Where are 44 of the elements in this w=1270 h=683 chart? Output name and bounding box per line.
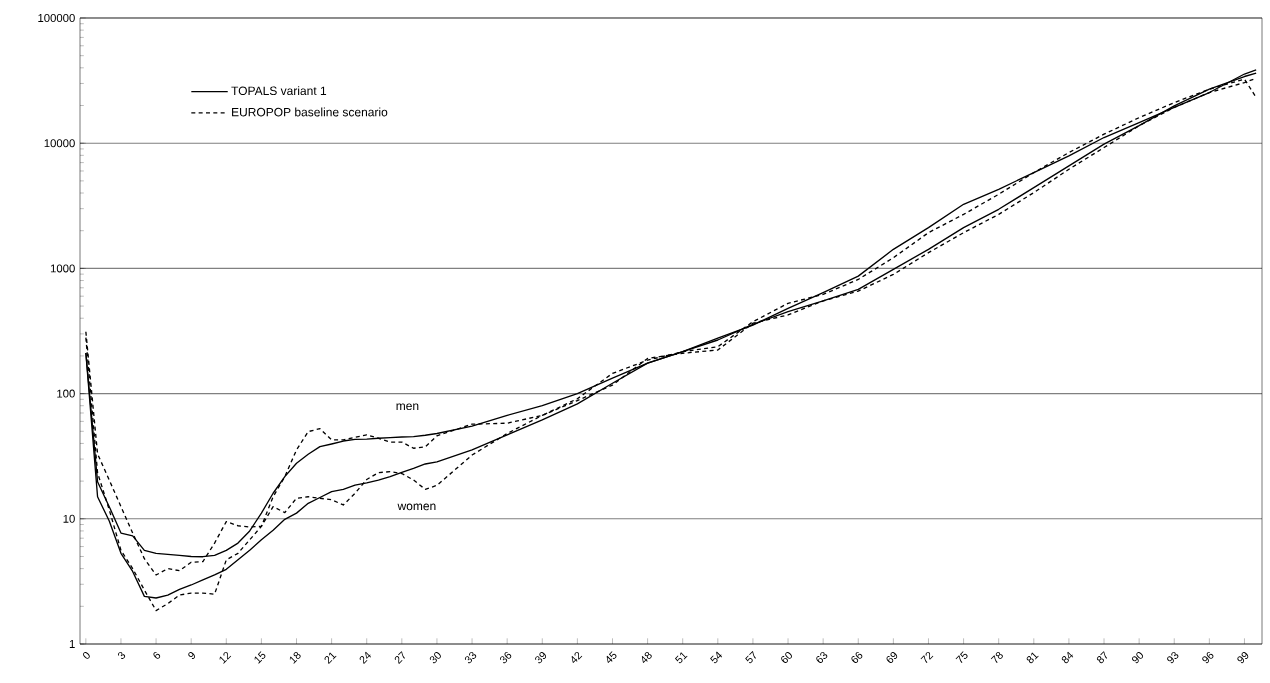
x-tick-label: 69: [886, 652, 898, 663]
x-tick-label: 75: [955, 651, 968, 663]
x-tick-label: 84: [1061, 651, 1074, 664]
x-tick-label: 21: [324, 652, 337, 664]
x-tick-label: 54: [710, 651, 723, 664]
y-tick-label: 1000: [50, 264, 75, 273]
x-tick-label: 63: [816, 651, 828, 663]
annotation: men: [396, 403, 419, 411]
x-tick-label: 93: [1167, 651, 1179, 664]
x-tick-label: 57: [745, 651, 756, 664]
x-tick-label: 15: [254, 651, 266, 664]
x-tick-label: 78: [990, 651, 1003, 663]
x-tick-label: 33: [464, 651, 477, 664]
x-tick-label: 42: [571, 651, 583, 663]
x-tick-label: 3: [118, 651, 126, 660]
x-tick-label: 9: [188, 652, 195, 659]
x-tick-label: 6: [153, 651, 161, 659]
y-tick-label: 10000: [44, 139, 75, 148]
x-tick-label: 18: [289, 651, 301, 664]
y-tick-label: 10: [63, 514, 75, 523]
x-tick-label: 30: [429, 652, 441, 664]
x-tick-label: 45: [606, 651, 617, 663]
x-tick-label: 12: [219, 651, 232, 664]
y-tick-label: 100: [57, 389, 75, 398]
x-tick-label: 96: [1202, 651, 1214, 664]
annotation: women: [397, 503, 436, 511]
y-tick-label: 1: [69, 640, 75, 648]
y-tick-label: 100000: [38, 14, 75, 22]
x-tick-label: 66: [851, 651, 863, 663]
x-tick-label: 48: [641, 651, 652, 663]
x-tick-label: 87: [1096, 651, 1108, 664]
x-tick-label: 36: [500, 651, 512, 664]
x-tick-label: 27: [394, 651, 405, 664]
x-tick-label: 72: [920, 651, 934, 663]
x-tick-label: 90: [1132, 652, 1144, 664]
x-tick-label: 0: [83, 652, 90, 659]
x-tick-label: 24: [359, 651, 372, 664]
x-tick-label: 99: [1237, 652, 1249, 664]
x-tick-label: 51: [674, 652, 688, 664]
legend-label: EUROPOP baseline scenario: [232, 107, 388, 117]
x-tick-label: 39: [535, 652, 547, 664]
x-tick-label: 81: [1026, 652, 1039, 664]
x-tick-label: 60: [781, 652, 792, 663]
legend-label: TOPALS variant 1: [231, 86, 327, 96]
